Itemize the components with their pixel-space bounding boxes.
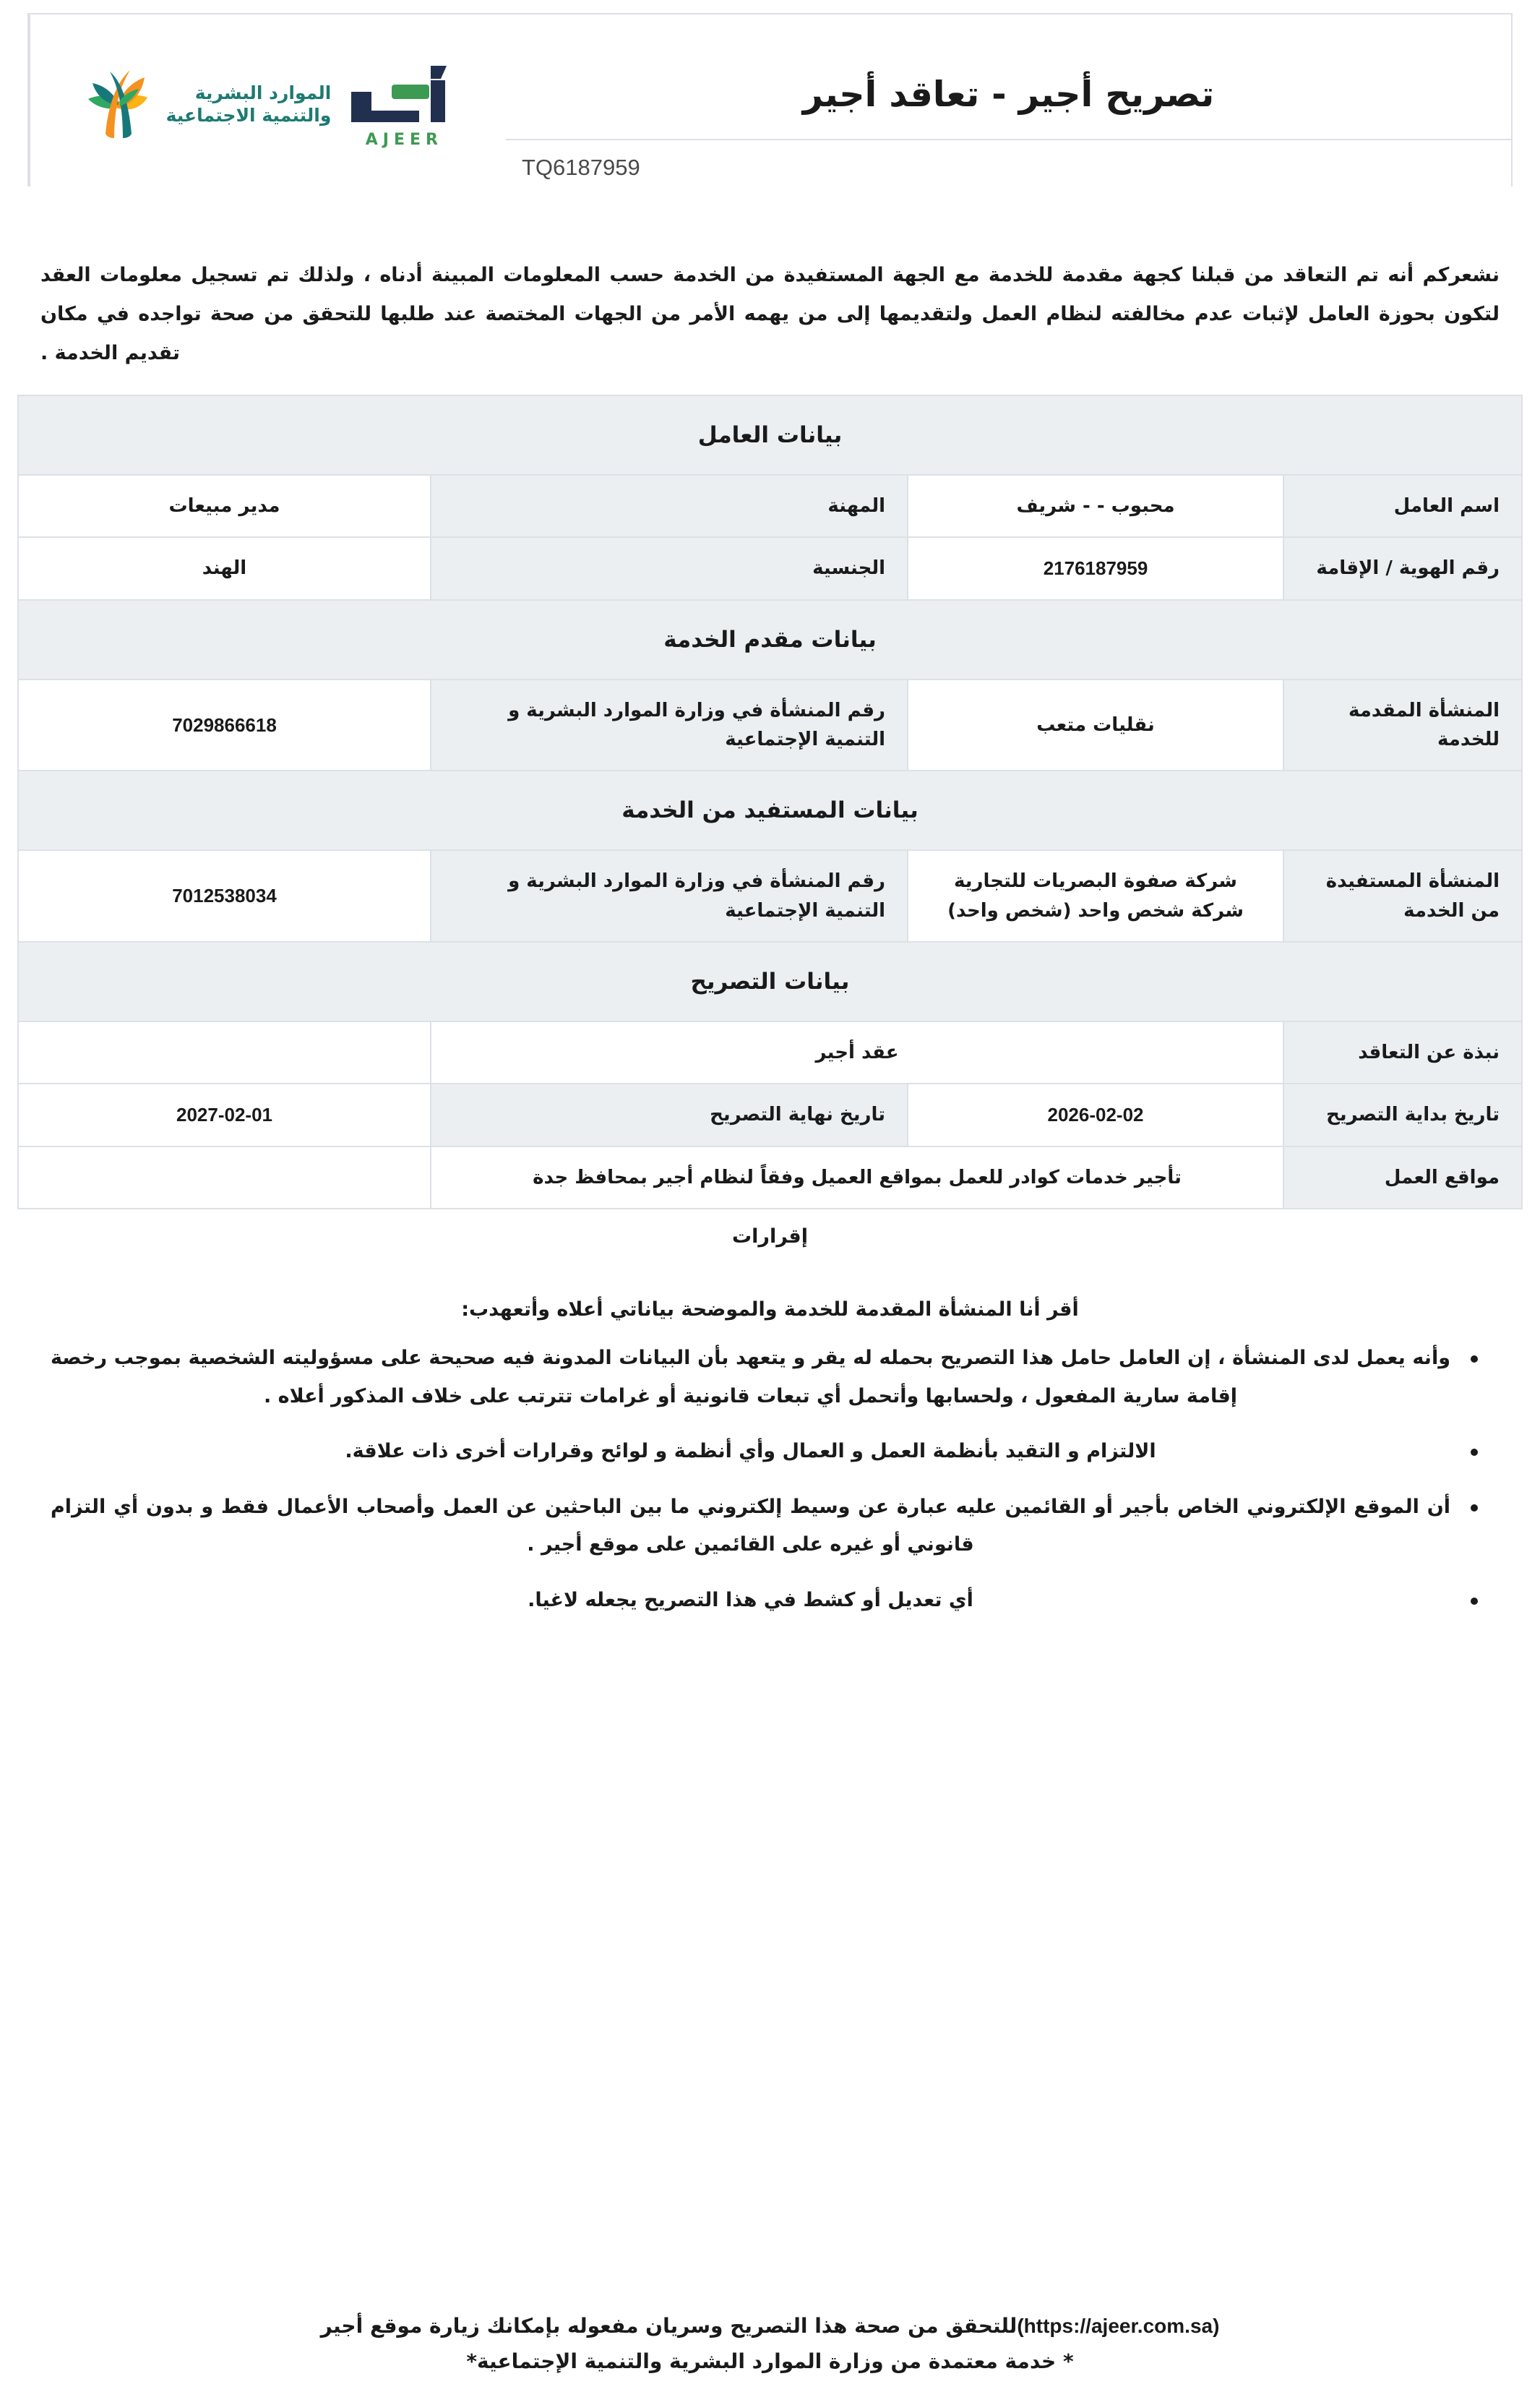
permit-start-label: تاريخ بداية التصريح — [1283, 1083, 1523, 1147]
provider-number-value: 7029866618 — [17, 678, 431, 772]
work-locations-value: تأجير خدمات كوادر للعمل بمواقع العميل وف… — [430, 1145, 1284, 1209]
page-title: تصريح أجير - تعاقد أجير — [802, 74, 1215, 115]
list-item: أي تعديل أو كشط في هذا التصريح يجعله لاغ… — [51, 1582, 1478, 1620]
permit-end-label: تاريخ نهاية التصريح — [430, 1083, 908, 1147]
header-logo-group: الموارد البشرية والتنمية الاجتماعية — [29, 14, 506, 187]
footer-verification-line: (https://ajeer.com.sa)للتحقق من صحة هذا … — [0, 2308, 1540, 2344]
permit-data-table: بيانات العامل اسم العامل محبوب - - شريف … — [17, 394, 1523, 1209]
reference-number: TQ6187959 — [522, 155, 640, 180]
list-item: الالتزام و التقيد بأنظمة العمل و العمال … — [51, 1433, 1478, 1471]
ministry-logo-text: الموارد البشرية والتنمية الاجتماعية — [166, 82, 332, 127]
contract-summary-value: عقد أجير — [430, 1020, 1284, 1085]
footer-verification-text: للتحقق من صحة هذا التصريح وسريان مفعوله … — [320, 2314, 1018, 2338]
table-row: اسم العامل محبوب - - شريف المهنة مدير مب… — [17, 474, 1523, 539]
document-header: الموارد البشرية والتنمية الاجتماعية — [27, 13, 1513, 187]
contract-summary-empty-cell — [17, 1020, 431, 1085]
declarations-list: وأنه يعمل لدى المنشأة ، إن العامل حامل ه… — [51, 1339, 1489, 1620]
table-row: رقم الهوية / الإقامة 2176187959 الجنسية … — [17, 536, 1523, 601]
ajeer-website-url: (https://ajeer.com.sa) — [1017, 2315, 1220, 2337]
table-section-row: بيانات التصريح — [17, 940, 1523, 1022]
document-page: الموارد البشرية والتنمية الاجتماعية — [0, 13, 1540, 2405]
section-heading-permit: بيانات التصريح — [17, 940, 1523, 1022]
header-title-area: تصريح أجير - تعاقد أجير TQ6187959 — [506, 14, 1511, 187]
worker-profession-label: المهنة — [430, 474, 908, 539]
section-heading-beneficiary: بيانات المستفيد من الخدمة — [17, 770, 1523, 852]
worker-name-label: اسم العامل — [1283, 474, 1523, 539]
work-locations-label: مواقع العمل — [1283, 1145, 1523, 1209]
worker-nationality-value: الهند — [17, 536, 431, 601]
ministry-logo-line1: الموارد البشرية — [194, 82, 332, 103]
section-heading-worker: بيانات العامل — [17, 394, 1523, 476]
beneficiary-number-value: 7012538034 — [17, 849, 431, 943]
declarations-title: إقرارات — [732, 1225, 808, 1248]
table-section-row: بيانات مقدم الخدمة — [17, 599, 1523, 680]
ministry-logo: الموارد البشرية والتنمية الاجتماعية — [78, 66, 332, 142]
table-section-row: بيانات العامل — [17, 394, 1523, 476]
contract-summary-label: نبذة عن التعاقد — [1283, 1020, 1523, 1085]
table-section-row: بيانات المستفيد من الخدمة — [17, 770, 1523, 852]
provider-establishment-value: نقليات متعب — [907, 678, 1284, 772]
ministry-palm-mark-icon — [78, 66, 156, 142]
section-heading-provider: بيانات مقدم الخدمة — [17, 599, 1523, 680]
work-locations-empty-cell — [17, 1145, 431, 1209]
list-item: أن الموقع الإلكتروني الخاص بأجير أو القا… — [51, 1488, 1478, 1564]
ministry-logo-line2: والتنمية الاجتماعية — [165, 105, 332, 126]
list-item: وأنه يعمل لدى المنشأة ، إن العامل حامل ه… — [51, 1339, 1478, 1415]
worker-nationality-label: الجنسية — [430, 536, 908, 601]
beneficiary-number-label: رقم المنشأة في وزارة الموارد البشرية و ا… — [430, 849, 908, 943]
ajeer-logo: AJEER — [350, 60, 458, 149]
worker-id-label: رقم الهوية / الإقامة — [1283, 536, 1523, 601]
worker-profession-value: مدير مبيعات — [17, 474, 431, 539]
declarations-lead: أقر أنا المنشأة المقدمة للخدمة والموضحة … — [461, 1298, 1079, 1321]
provider-establishment-label: المنشأة المقدمة للخدمة — [1283, 678, 1523, 772]
beneficiary-establishment-label: المنشأة المستفيدة من الخدمة — [1283, 849, 1523, 943]
beneficiary-establishment-value: شركة صفوة البصريات للتجارية شركة شخص واح… — [907, 849, 1284, 943]
table-row: مواقع العمل تأجير خدمات كوادر للعمل بموا… — [17, 1145, 1523, 1209]
permit-end-value: 2027-02-01 — [17, 1083, 431, 1147]
table-row: المنشأة المستفيدة من الخدمة شركة صفوة ال… — [17, 849, 1523, 943]
worker-id-value: 2176187959 — [907, 536, 1284, 601]
provider-number-label: رقم المنشأة في وزارة الموارد البشرية و ا… — [430, 678, 908, 772]
table-row: نبذة عن التعاقد عقد أجير — [17, 1020, 1523, 1085]
worker-name-value: محبوب - - شريف — [907, 474, 1284, 539]
intro-paragraph: نشعركم أنه تم التعاقد من قبلنا كجهة مقدم… — [40, 264, 1500, 364]
table-row: المنشأة المقدمة للخدمة نقليات متعب رقم ا… — [17, 678, 1523, 772]
document-footer: (https://ajeer.com.sa)للتحقق من صحة هذا … — [0, 2308, 1540, 2379]
footer-accreditation-line: * خدمة معتمدة من وزارة الموارد البشرية و… — [466, 2349, 1074, 2373]
header-reference-bar: TQ6187959 — [506, 139, 1511, 187]
permit-start-value: 2026-02-02 — [907, 1083, 1284, 1147]
ajeer-wordmark-icon — [350, 60, 458, 129]
table-row: تاريخ بداية التصريح 2026-02-02 تاريخ نها… — [17, 1083, 1523, 1147]
ajeer-logo-latin-text: AJEER — [365, 130, 443, 149]
